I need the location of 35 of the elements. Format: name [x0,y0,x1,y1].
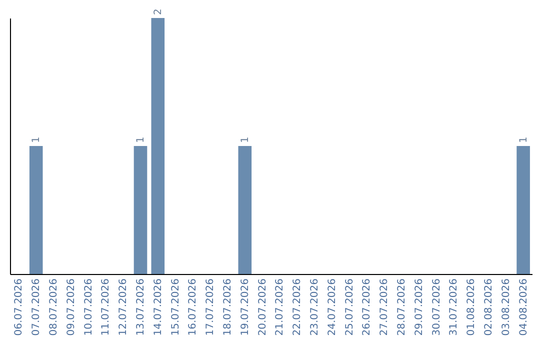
x-tick-label: 07.07.2026 [31,278,42,336]
x-tick-label: 25.07.2026 [344,278,356,336]
x-tick-label: 01.08.2026 [466,278,478,336]
x-tick-label: 03.08.2026 [500,278,512,336]
data-label: 1 [136,136,146,143]
x-tick-label: 21.07.2026 [274,278,286,336]
x-tick-label: 02.08.2026 [484,278,494,336]
x-tick-label: 26.07.2026 [362,278,373,336]
x-tick-label: 17.07.2026 [205,278,216,336]
x-tick-label: 14.07.2026 [152,278,164,336]
x-tick-label: 06.07.2026 [14,278,25,336]
x-tick-label: 30.07.2026 [431,278,442,336]
x-tick-label: 08.07.2026 [48,278,60,336]
x-tick-label: 23.07.2026 [310,278,320,336]
x-tick-label: 20.07.2026 [257,278,268,336]
x-tick-label: 16.07.2026 [188,278,199,336]
x-tick-label: 09.07.2026 [66,278,77,336]
x-tick-label: 29.07.2026 [414,278,425,336]
x-tick-label: 13.07.2026 [136,278,146,336]
data-label: 1 [31,136,42,143]
x-tick-label: 31.07.2026 [448,278,460,336]
data-label: 1 [240,136,251,143]
x-tick-label: 28.07.2026 [396,278,408,336]
x-tick-label: 15.07.2026 [170,278,182,336]
data-label: 1 [518,136,530,143]
data-label: 2 [152,8,164,15]
x-tick-label: 24.07.2026 [326,278,338,336]
x-tick-label: 04.08.2026 [518,278,530,336]
x-tick-label: 19.07.2026 [240,278,251,336]
x-tick-label: 11.07.2026 [100,278,112,336]
x-tick-label: 10.07.2026 [83,278,94,336]
x-tick-label: 22.07.2026 [292,278,304,336]
x-tick-label: 27.07.2026 [379,278,390,336]
x-tick-label: 12.07.2026 [118,278,130,336]
x-tick-label: 18.07.2026 [222,278,234,336]
